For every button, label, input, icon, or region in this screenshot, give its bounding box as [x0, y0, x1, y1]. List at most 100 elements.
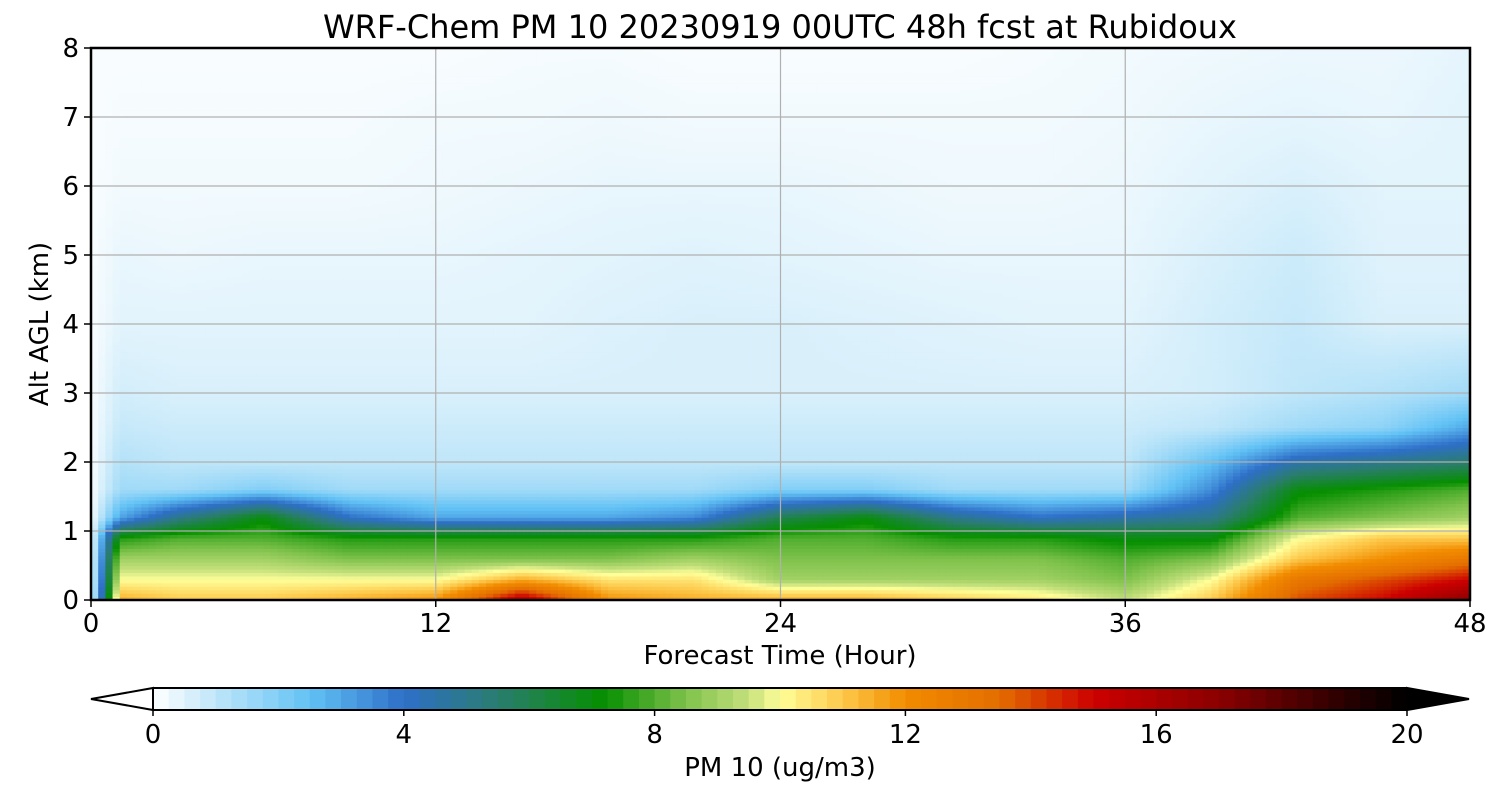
heatmap-cell	[781, 559, 789, 563]
heatmap-cell	[242, 555, 250, 559]
heatmap-cell	[371, 562, 379, 566]
heatmap-cell	[845, 545, 853, 549]
heatmap-cell	[220, 586, 228, 590]
heatmap-cell	[364, 576, 372, 580]
heatmap-cell	[271, 531, 279, 535]
heatmap-cell	[1082, 524, 1090, 528]
heatmap-cell	[256, 576, 264, 580]
heatmap-cell	[1384, 510, 1392, 514]
heatmap-cell	[486, 569, 494, 573]
heatmap-cell	[1226, 593, 1234, 597]
heatmap-cell	[321, 593, 329, 597]
heatmap-cell	[156, 590, 164, 594]
heatmap-cell	[256, 534, 264, 538]
heatmap-cell	[1427, 590, 1435, 594]
heatmap-cell	[1161, 583, 1169, 587]
heatmap-cell	[1003, 579, 1011, 583]
heatmap-cell	[1262, 590, 1270, 594]
heatmap-cell	[479, 538, 487, 542]
heatmap-cell	[888, 517, 896, 521]
heatmap-cell	[1240, 593, 1248, 597]
heatmap-cell	[1046, 510, 1054, 514]
heatmap-cell	[385, 579, 393, 583]
heatmap-cell	[1219, 534, 1227, 538]
heatmap-cell	[788, 566, 796, 570]
heatmap-cell	[393, 541, 401, 545]
heatmap-cell	[709, 559, 717, 563]
heatmap-cell	[658, 562, 666, 566]
heatmap-cell	[824, 586, 832, 590]
heatmap-cell	[113, 548, 121, 552]
heatmap-cell	[493, 534, 501, 538]
heatmap-cell	[939, 555, 947, 559]
heatmap-cell	[967, 524, 975, 528]
heatmap-cell	[680, 541, 688, 545]
heatmap-cell	[263, 583, 271, 587]
heatmap-cell	[1427, 593, 1435, 597]
heatmap-cell	[450, 566, 458, 570]
heatmap-cell	[357, 517, 365, 521]
heatmap-cell	[1097, 517, 1105, 521]
heatmap-cell	[910, 555, 918, 559]
heatmap-cell	[278, 562, 286, 566]
heatmap-cell	[1089, 559, 1097, 563]
heatmap-cell	[1140, 579, 1148, 583]
heatmap-cell	[342, 552, 350, 556]
heatmap-cell	[795, 590, 803, 594]
heatmap-cell	[271, 548, 279, 552]
heatmap-cell	[1003, 514, 1011, 518]
heatmap-cell	[1341, 521, 1349, 525]
heatmap-cell	[637, 510, 645, 514]
heatmap-cell	[134, 569, 142, 573]
heatmap-cell	[134, 517, 142, 521]
heatmap-cell	[141, 566, 149, 570]
heatmap-cell	[601, 576, 609, 580]
heatmap-cell	[148, 524, 156, 528]
heatmap-cell	[393, 555, 401, 559]
heatmap-cell	[1204, 593, 1212, 597]
heatmap-cell	[845, 572, 853, 576]
heatmap-cell	[292, 521, 300, 525]
heatmap-cell	[960, 548, 968, 552]
heatmap-cell	[134, 590, 142, 594]
heatmap-cell	[852, 590, 860, 594]
heatmap-cell	[1046, 593, 1054, 597]
heatmap-cell	[192, 534, 200, 538]
heatmap-cell	[306, 569, 314, 573]
heatmap-cell	[1283, 521, 1291, 525]
heatmap-cell	[414, 552, 422, 556]
heatmap-cell	[1369, 510, 1377, 514]
heatmap-cell	[1456, 562, 1464, 566]
heatmap-cell	[227, 531, 235, 535]
heatmap-cell	[1255, 548, 1263, 552]
heatmap-cell	[1348, 579, 1356, 583]
heatmap-cell	[838, 524, 846, 528]
heatmap-cell	[407, 548, 415, 552]
heatmap-cell	[630, 521, 638, 525]
heatmap-cell	[845, 534, 853, 538]
heatmap-cell	[953, 583, 961, 587]
heatmap-cell	[644, 559, 652, 563]
heatmap-cell	[105, 555, 113, 559]
heatmap-cell	[1003, 521, 1011, 525]
heatmap-cell	[1398, 590, 1406, 594]
heatmap-cell	[1398, 566, 1406, 570]
heatmap-cell	[565, 576, 573, 580]
heatmap-cell	[924, 569, 932, 573]
heatmap-cell	[781, 514, 789, 518]
heatmap-cell	[1010, 593, 1018, 597]
heatmap-cell	[1197, 514, 1205, 518]
heatmap-cell	[982, 534, 990, 538]
heatmap-cell	[1053, 545, 1061, 549]
heatmap-cell	[759, 579, 767, 583]
heatmap-cell	[1168, 548, 1176, 552]
heatmap-cell	[543, 569, 551, 573]
heatmap-cell	[1197, 524, 1205, 528]
heatmap-cell	[1089, 538, 1097, 542]
heatmap-cell	[357, 531, 365, 535]
heatmap-cell	[1355, 593, 1363, 597]
heatmap-cell	[687, 569, 695, 573]
heatmap-cell	[515, 586, 523, 590]
heatmap-cell	[299, 541, 307, 545]
heatmap-cell	[1405, 514, 1413, 518]
